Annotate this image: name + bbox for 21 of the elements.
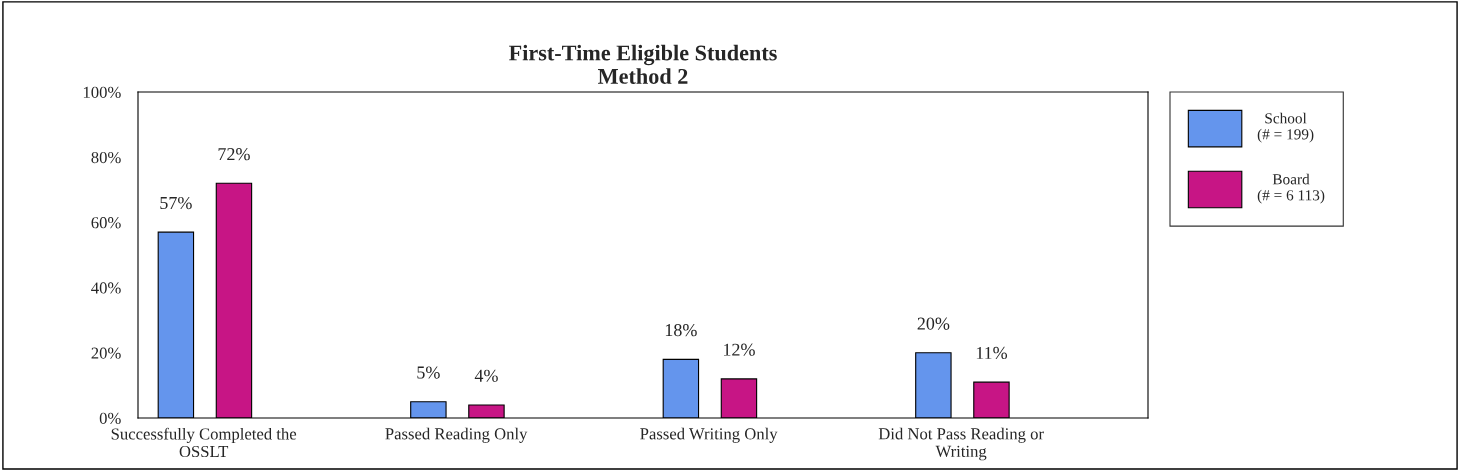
data-label: 18% [665, 324, 697, 337]
data-label: 4% [474, 369, 498, 382]
data-label: 5% [417, 366, 440, 379]
x-tick-label: Passed Writing Only [640, 427, 778, 443]
data-label: 20% [917, 317, 950, 330]
data-label: 11% [976, 346, 1008, 360]
x-tick-label: Passed Reading Only [385, 427, 528, 443]
legend-label: Board (# = 6 113) [1257, 173, 1325, 204]
y-tick-label: 80% [91, 151, 121, 164]
y-tick-label: 0% [99, 412, 121, 424]
data-label: 57% [160, 196, 192, 210]
y-tick-label: 60% [91, 217, 121, 229]
data-label: 12% [723, 343, 755, 356]
x-tick-label: Did Not Pass Reading or Writing [878, 427, 1044, 461]
data-label: 72% [218, 147, 250, 161]
x-tick-label: Successfully Completed the OSSLT [111, 427, 297, 458]
chart-title: First-Time Eligible Students Method 2 [509, 44, 777, 84]
y-tick-label: 20% [91, 347, 121, 359]
y-tick-label: 40% [91, 282, 121, 294]
y-tick-label: 100% [83, 86, 121, 98]
legend-label: School (# = 199) [1257, 112, 1314, 143]
